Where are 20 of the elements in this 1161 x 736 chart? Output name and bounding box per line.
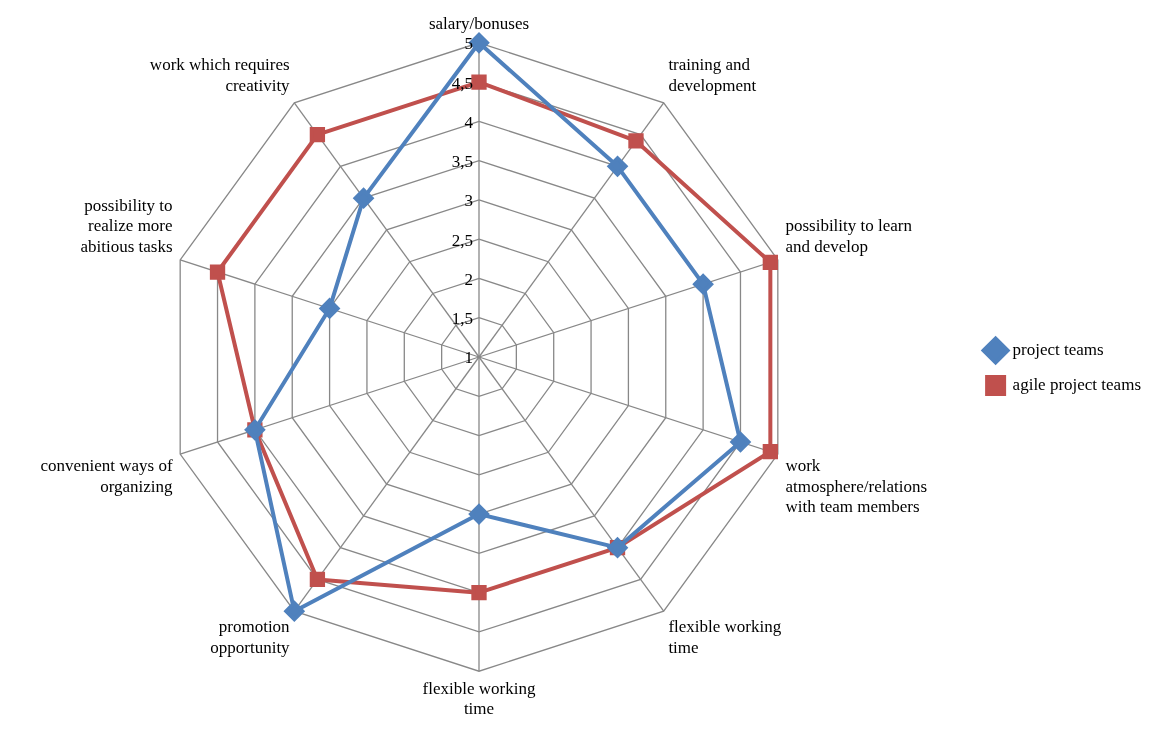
y-tick-label: 1 [464,348,473,368]
spoke-label: flexible working time [422,678,536,719]
spoke-label: salary/bonuses [428,14,530,34]
spoke-label: work atmosphere/relations with team members [785,456,928,517]
y-tick-label: 3 [464,191,473,211]
spoke-label: flexible working time [668,617,782,657]
spoke-label: promotion opportunity [210,617,291,657]
spoke-label: work which requires creativity [149,55,291,95]
y-tick-label: 1,5 [451,309,473,329]
y-tick-label: 5 [464,34,473,54]
spoke-label: training and development [668,55,757,95]
spoke-label: possibility to realize more abitious tasks [80,195,173,256]
y-tick-label: 3,5 [451,152,473,172]
y-tick-label: 2 [464,269,473,289]
y-tick-label: 2,5 [451,230,473,250]
legend-label: agile project teams [1012,374,1141,394]
spoke-label: possibility to learn and develop [785,216,913,256]
y-tick-label: 4 [464,112,474,132]
legend-label: project teams [1012,339,1104,359]
spoke-label: convenient ways of organizing [40,456,174,496]
